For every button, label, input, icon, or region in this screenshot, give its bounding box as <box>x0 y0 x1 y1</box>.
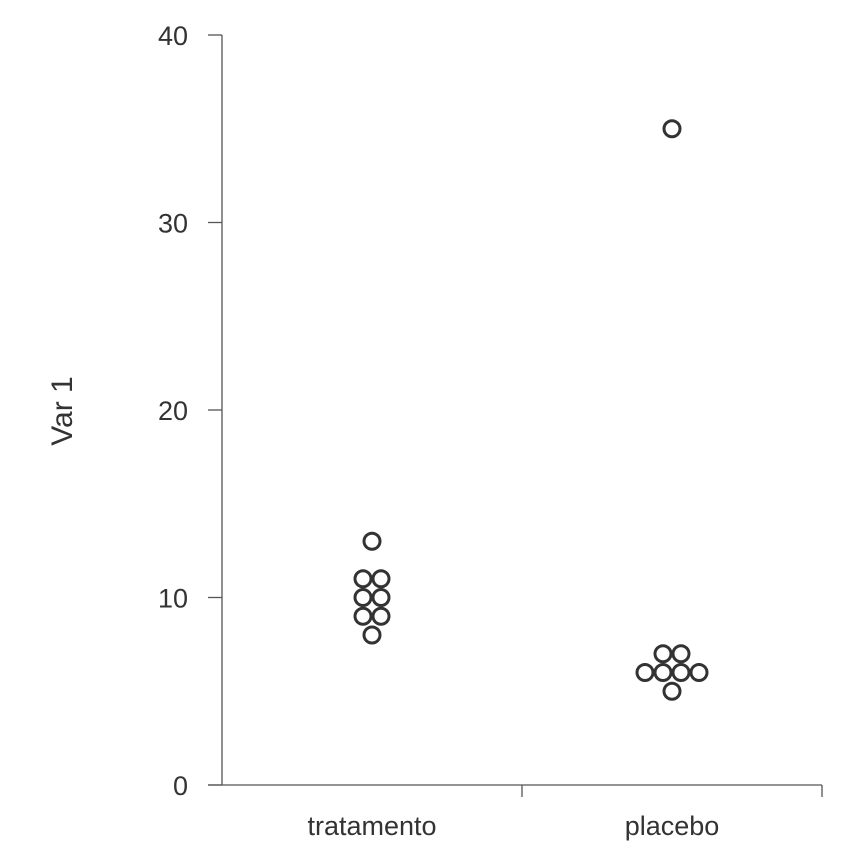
y-tick-label: 30 <box>158 209 188 239</box>
y-tick-label: 0 <box>173 771 188 801</box>
y-axis-ticks: 0 10 20 30 40 <box>158 21 222 801</box>
data-point <box>353 606 373 626</box>
data-point <box>362 531 382 551</box>
x-axis-ticks: tratamento placebo <box>307 785 823 841</box>
data-point <box>371 569 391 589</box>
data-point <box>671 663 691 682</box>
data-point <box>662 681 682 701</box>
data-point <box>653 644 673 664</box>
data-point <box>671 644 691 664</box>
x-tick-label: tratamento <box>307 811 436 841</box>
data-point <box>635 663 655 682</box>
y-tick-label: 10 <box>158 584 188 614</box>
y-tick-label: 40 <box>158 21 188 51</box>
data-point <box>653 663 673 682</box>
data-point <box>371 606 391 626</box>
data-point <box>353 588 373 607</box>
data-point <box>362 625 382 645</box>
data-point <box>689 663 709 682</box>
data-points <box>353 119 709 701</box>
x-tick-label: placebo <box>625 811 720 841</box>
y-tick-label: 20 <box>158 396 188 426</box>
data-point <box>371 588 391 607</box>
y-axis-label: Var 1 <box>46 376 79 445</box>
data-point <box>662 119 682 139</box>
data-point <box>353 569 373 589</box>
